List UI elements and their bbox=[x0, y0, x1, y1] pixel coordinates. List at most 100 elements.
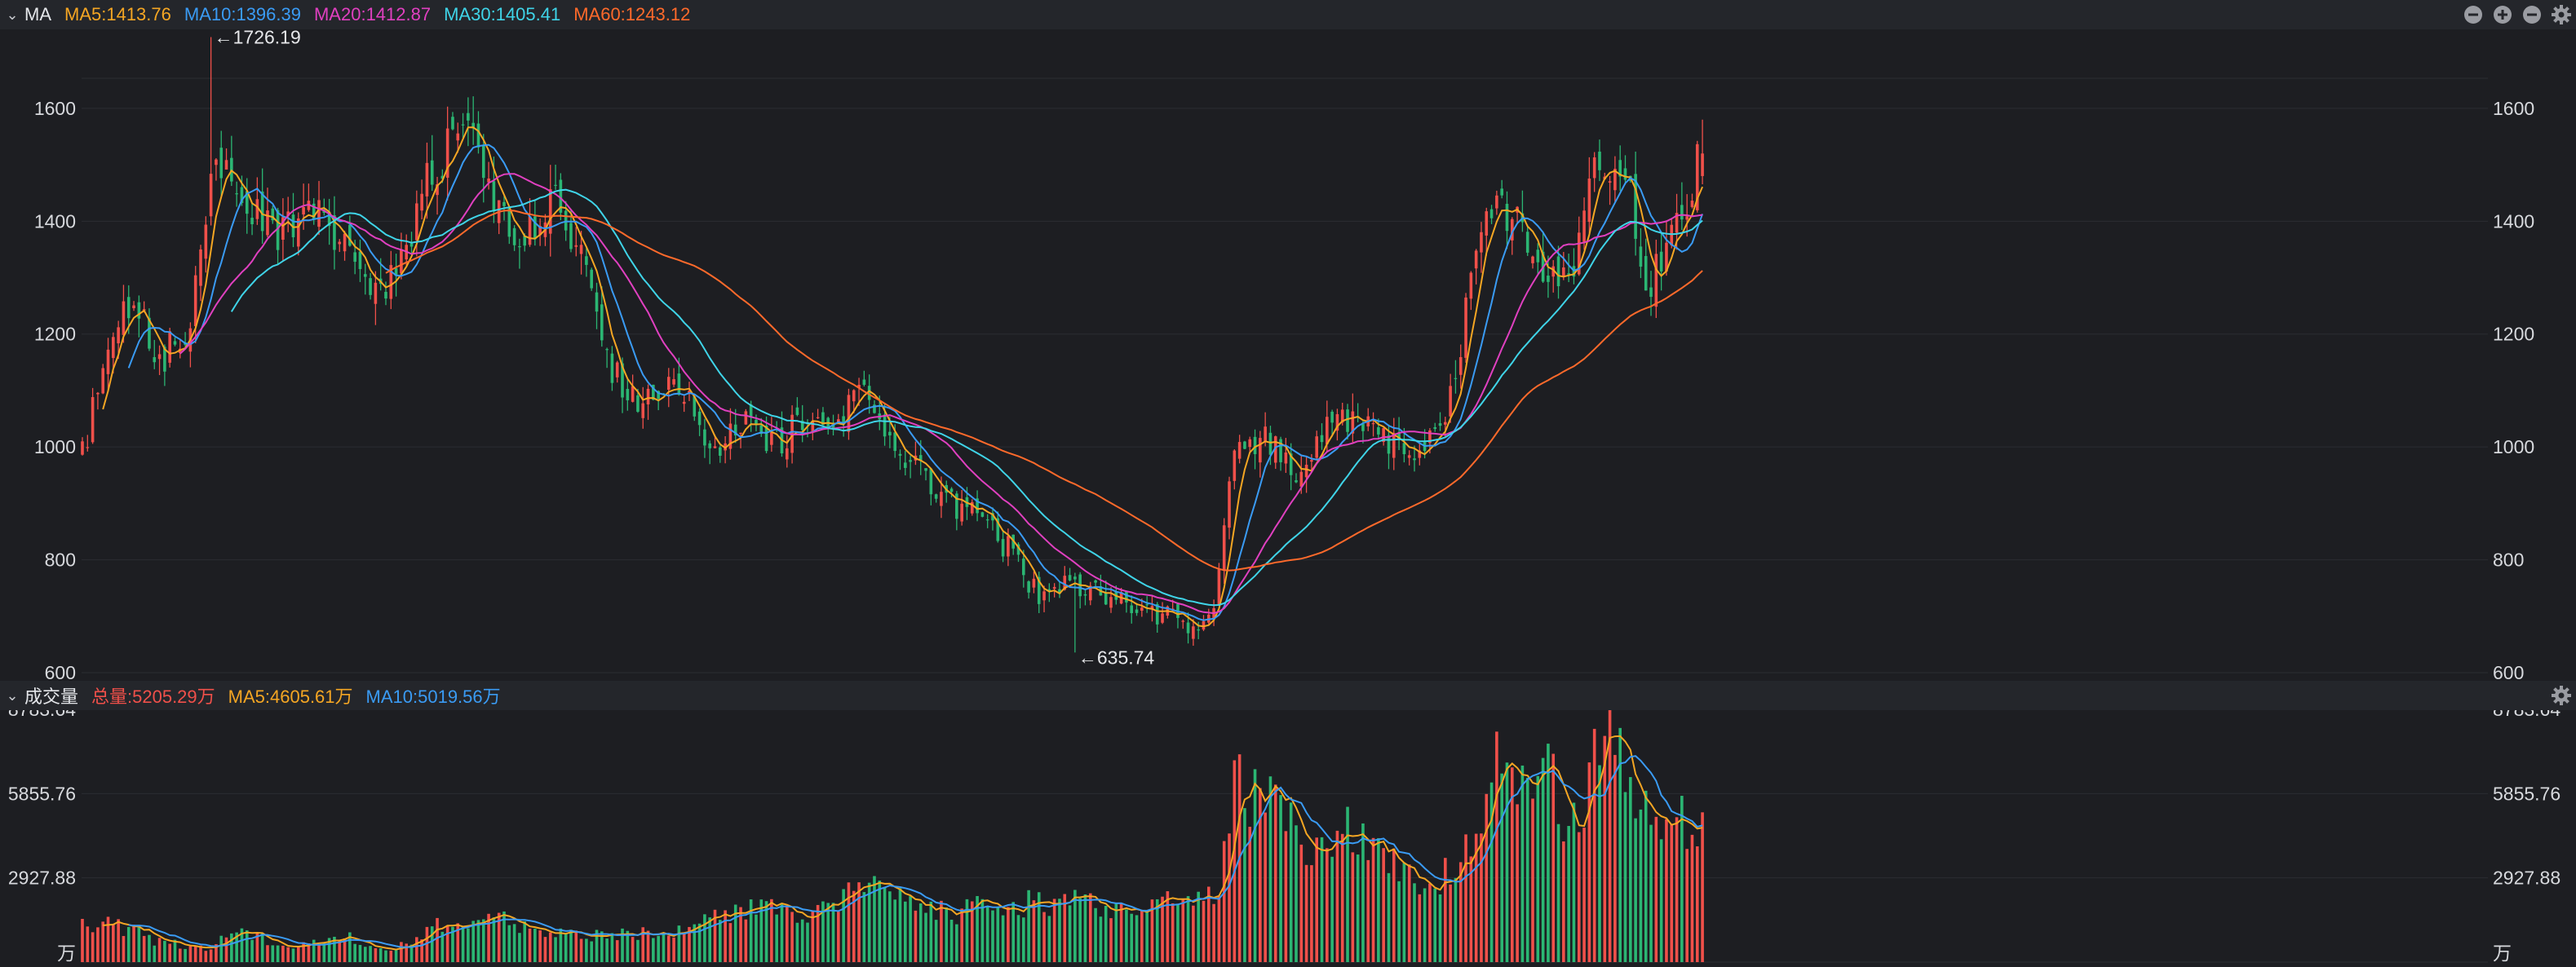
volume-bar bbox=[461, 925, 465, 962]
candle-body bbox=[1217, 569, 1221, 606]
price-axis-left-label: 600 bbox=[45, 662, 76, 683]
candle-body bbox=[132, 305, 135, 309]
candle-body bbox=[224, 160, 228, 170]
volume-bar bbox=[1007, 907, 1010, 962]
volume-bar bbox=[250, 939, 254, 962]
candle-body bbox=[626, 388, 630, 400]
price-axis-left-label: 1600 bbox=[34, 98, 76, 119]
volume-bar bbox=[1629, 777, 1632, 962]
volume-bar bbox=[949, 919, 954, 962]
candle-body bbox=[1264, 426, 1267, 442]
volume-bar bbox=[1222, 841, 1226, 962]
candle-body bbox=[148, 317, 151, 349]
candle-body bbox=[904, 462, 907, 468]
candle-body bbox=[1695, 144, 1699, 210]
volume-bar bbox=[579, 938, 583, 962]
volume-bar bbox=[91, 932, 95, 962]
minus-circle-icon[interactable] bbox=[2521, 3, 2543, 26]
volume-bar bbox=[595, 929, 599, 962]
volume-bar bbox=[1233, 760, 1237, 962]
volume-bar bbox=[1016, 915, 1020, 962]
volume-bar bbox=[260, 933, 264, 962]
candle-body bbox=[1458, 356, 1463, 375]
candle-body bbox=[1371, 423, 1375, 425]
candle-body bbox=[476, 123, 480, 148]
candle-body bbox=[873, 404, 876, 413]
candle-body bbox=[924, 468, 927, 471]
candle-body bbox=[471, 122, 475, 129]
candle-body bbox=[1675, 213, 1679, 233]
candle-body bbox=[733, 424, 737, 436]
volume-bar bbox=[1192, 905, 1195, 962]
collapse-chevron-icon[interactable]: ⌄ bbox=[6, 6, 19, 23]
volume-bar bbox=[641, 927, 645, 962]
candle-body bbox=[81, 441, 84, 455]
volume-bar bbox=[173, 939, 177, 962]
price-panel-header: ⌄ MA MA5:1413.76 MA10:1396.39 MA20:1412.… bbox=[0, 0, 2576, 29]
volume-bar bbox=[724, 910, 727, 962]
volume-bar bbox=[893, 899, 896, 962]
minus-circle-icon[interactable] bbox=[2462, 3, 2485, 26]
gear-icon[interactable] bbox=[2550, 3, 2573, 26]
candle-body bbox=[1361, 423, 1365, 431]
candle-body bbox=[569, 223, 573, 249]
ma30-line bbox=[230, 188, 1703, 607]
volume-bar bbox=[1135, 915, 1139, 962]
volume-axis-left-label: 2927.88 bbox=[8, 868, 76, 889]
candle-body bbox=[1618, 160, 1622, 177]
volume-bar bbox=[1099, 916, 1103, 962]
candle-body bbox=[615, 362, 619, 378]
volume-bar bbox=[857, 882, 861, 962]
candle-body bbox=[1505, 203, 1509, 232]
volume-bar bbox=[878, 881, 882, 962]
candle-body bbox=[1233, 450, 1237, 481]
legend-ma20: MA20:1412.87 bbox=[313, 4, 432, 24]
volume-bar bbox=[1387, 872, 1391, 962]
candle-body bbox=[646, 388, 650, 404]
volume-bar bbox=[1510, 767, 1514, 962]
volume-bar bbox=[1073, 890, 1077, 962]
volume-bar bbox=[1371, 837, 1375, 962]
volume-bar bbox=[1125, 909, 1128, 962]
candle-body bbox=[266, 210, 269, 236]
volume-bar bbox=[415, 937, 418, 962]
volume-bar bbox=[338, 939, 342, 962]
candle-body bbox=[533, 216, 537, 240]
volume-bar bbox=[909, 896, 912, 962]
candle-body bbox=[358, 251, 362, 269]
volume-bar bbox=[713, 909, 717, 962]
volume-bar bbox=[1623, 792, 1627, 962]
candle-body bbox=[1598, 151, 1601, 170]
candle-body bbox=[1063, 576, 1067, 590]
volume-bar bbox=[590, 941, 593, 962]
collapse-chevron-icon[interactable]: ⌄ bbox=[6, 687, 19, 704]
volume-bar bbox=[1541, 757, 1545, 962]
volume-bar bbox=[184, 948, 187, 962]
volume-bar bbox=[1176, 904, 1180, 962]
volume-bar bbox=[523, 921, 527, 962]
candle-body bbox=[1161, 613, 1164, 623]
plus-circle-icon[interactable] bbox=[2491, 3, 2514, 26]
candle-body bbox=[1197, 629, 1200, 631]
volume-bar bbox=[1485, 793, 1489, 962]
candle-body bbox=[996, 518, 1000, 541]
candle-body bbox=[1130, 605, 1134, 613]
candle-body bbox=[219, 148, 224, 179]
legend-ma60: MA60:1243.12 bbox=[573, 4, 691, 24]
volume-bar bbox=[1155, 899, 1159, 962]
candle-body bbox=[1248, 439, 1252, 448]
volume-bar bbox=[1680, 796, 1684, 962]
volume-bar bbox=[1423, 888, 1427, 962]
min-price-annotation: ←635.74 bbox=[1078, 647, 1155, 668]
volume-bar bbox=[1253, 769, 1257, 962]
candle-body bbox=[800, 420, 804, 431]
volume-bar bbox=[353, 943, 356, 962]
volume-bar bbox=[1078, 898, 1082, 962]
candle-body bbox=[918, 455, 923, 461]
volume-bar bbox=[1268, 776, 1273, 962]
volume-bar bbox=[929, 901, 933, 962]
volume-legend-row: ⌄ 成交量 总量:5205.29万 MA5:4605.61万 MA10:5019… bbox=[0, 681, 514, 710]
gear-icon[interactable] bbox=[2550, 684, 2573, 707]
candle-body bbox=[857, 384, 861, 388]
